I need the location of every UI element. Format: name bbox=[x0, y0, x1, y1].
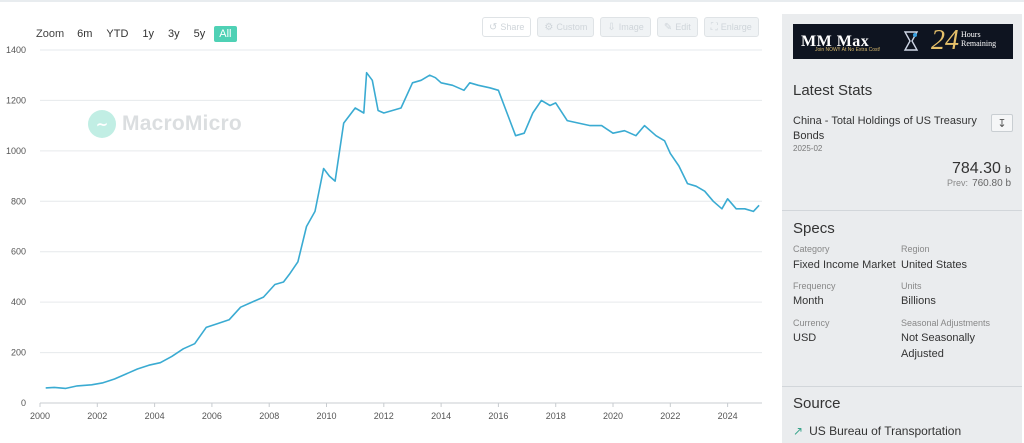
latest-stats-title: Latest Stats bbox=[793, 82, 873, 99]
latest-value: 784.30 b bbox=[952, 160, 1011, 178]
y-tick-label: 0 bbox=[21, 398, 26, 408]
y-tick-label: 800 bbox=[11, 196, 26, 206]
enlarge-button[interactable]: ⛶ Enlarge bbox=[703, 17, 759, 37]
y-tick-label: 1000 bbox=[6, 146, 26, 156]
x-tick-label: 2004 bbox=[145, 411, 165, 421]
series-name: China - Total Holdings of US Treasury Bo… bbox=[793, 115, 977, 142]
share-icon: ↺ bbox=[489, 21, 498, 33]
sidebar-panel: MM Max Join NOW!! At No Extra Cost! 24 H… bbox=[782, 14, 1022, 443]
external-link-icon: ↗ bbox=[793, 424, 804, 438]
enlarge-label: Enlarge bbox=[720, 22, 752, 32]
previous-value-number: 760.80 bbox=[972, 178, 1003, 189]
source-link[interactable]: ↗ US Bureau of Transportation bbox=[793, 424, 961, 438]
share-button[interactable]: ↺ Share bbox=[482, 17, 532, 37]
x-tick-label: 2008 bbox=[259, 411, 279, 421]
specs-title: Specs bbox=[793, 220, 835, 237]
x-tick-label: 2020 bbox=[603, 411, 623, 421]
series-line[interactable] bbox=[45, 71, 760, 390]
watermark: ∼ MacroMicro bbox=[88, 110, 242, 138]
x-tick-label: 2016 bbox=[488, 411, 508, 421]
section-divider bbox=[782, 386, 1022, 387]
ad-countdown-label: Hours Remaining bbox=[961, 30, 996, 48]
seasonal-label: Seasonal Adjustments bbox=[901, 318, 991, 328]
previous-value: Prev: 760.80 b bbox=[947, 178, 1011, 189]
x-tick-label: 2012 bbox=[374, 411, 394, 421]
previous-label: Prev: bbox=[947, 178, 969, 188]
category-value: Fixed Income Market bbox=[793, 259, 896, 271]
x-tick-label: 2010 bbox=[316, 411, 336, 421]
region-label: Region bbox=[901, 244, 930, 254]
x-tick-label: 2024 bbox=[718, 411, 738, 421]
y-tick-label: 1400 bbox=[6, 45, 26, 55]
source-title: Source bbox=[793, 395, 841, 412]
download-icon: ↧ bbox=[997, 117, 1007, 130]
y-tick-label: 200 bbox=[11, 348, 26, 358]
x-tick-label: 2014 bbox=[431, 411, 451, 421]
ad-title: MM Max bbox=[801, 32, 870, 50]
zoom-5y-button[interactable]: 5y bbox=[193, 28, 206, 40]
edit-button[interactable]: ✎ Edit bbox=[656, 17, 698, 37]
download-button[interactable]: ↧ bbox=[991, 114, 1013, 132]
edit-icon: ✎ bbox=[663, 21, 673, 33]
seasonal-value: Not Seasonally Adjusted bbox=[901, 332, 975, 360]
x-tick-label: 2022 bbox=[660, 411, 680, 421]
y-tick-label: 400 bbox=[11, 297, 26, 307]
region-value: United States bbox=[901, 259, 968, 271]
currency-label: Currency bbox=[793, 318, 830, 328]
sidebar: MM Max Join NOW!! At No Extra Cost! 24 H… bbox=[782, 14, 1024, 443]
latest-value-unit: b bbox=[1004, 164, 1011, 176]
x-tick-label: 2000 bbox=[30, 411, 50, 421]
units-label: Units bbox=[901, 281, 922, 291]
units-value: Billions bbox=[901, 295, 936, 307]
category-label: Category bbox=[793, 244, 830, 254]
enlarge-icon: ⛶ bbox=[710, 21, 718, 33]
currency-value: USD bbox=[793, 332, 817, 344]
frequency-label: Frequency bbox=[793, 281, 836, 291]
ad-remaining: Remaining bbox=[961, 39, 997, 48]
latest-value-number: 784.30 bbox=[951, 160, 1001, 177]
ad-subtitle: Join NOW!! At No Extra Cost! bbox=[815, 47, 881, 53]
custom-icon: ⚙ bbox=[544, 21, 554, 33]
macromicro-logo-icon: ∼ bbox=[88, 110, 116, 138]
image-label: Image bbox=[618, 22, 644, 32]
zoom-label: Zoom bbox=[36, 28, 65, 40]
download-image-icon: ⇩ bbox=[607, 21, 616, 33]
zoom-6m-button[interactable]: 6m bbox=[77, 28, 93, 40]
section-divider bbox=[782, 210, 1022, 211]
top-divider bbox=[0, 0, 1024, 2]
frequency-value: Month bbox=[793, 295, 824, 307]
image-button[interactable]: ⇩ Image bbox=[600, 17, 651, 37]
hourglass-icon bbox=[903, 31, 919, 51]
y-tick-label: 1200 bbox=[6, 95, 26, 105]
line-chart[interactable]: 0 200 400 600 800 1000 1200 1400 2000 2002 2004 200… bbox=[0, 14, 780, 443]
zoom-all-button[interactable]: All bbox=[214, 26, 237, 42]
x-tick-label: 2006 bbox=[202, 411, 222, 421]
source-link-text: US Bureau of Transportation bbox=[809, 424, 962, 438]
latest-date: 2025-02 bbox=[793, 144, 823, 153]
mm-max-banner[interactable]: MM Max Join NOW!! At No Extra Cost! 24 H… bbox=[793, 24, 1013, 59]
custom-label: Custom bbox=[556, 22, 588, 32]
share-label: Share bbox=[500, 22, 525, 32]
previous-value-unit: b bbox=[1005, 178, 1011, 189]
ad-hours: Hours bbox=[961, 30, 981, 39]
ad-countdown-number: 24 bbox=[931, 25, 959, 56]
x-tick-label: 2002 bbox=[87, 411, 107, 421]
zoom-selector: Zoom 6m YTD 1y 3y 5y All bbox=[36, 26, 237, 42]
zoom-ytd-button[interactable]: YTD bbox=[106, 28, 129, 40]
chart-toolbar: ↺ Share ⚙ Custom ⇩ Image ✎ Edit ⛶ Enlarg… bbox=[482, 17, 759, 37]
edit-label: Edit bbox=[675, 22, 691, 32]
chart-panel: Zoom 6m YTD 1y 3y 5y All ↺ Share ⚙ Custo… bbox=[0, 14, 780, 443]
x-tick-label: 2018 bbox=[546, 411, 566, 421]
zoom-3y-button[interactable]: 3y bbox=[168, 28, 180, 40]
y-tick-label: 600 bbox=[11, 247, 26, 257]
watermark-text: MacroMicro bbox=[122, 112, 242, 135]
custom-button[interactable]: ⚙ Custom bbox=[537, 17, 595, 37]
zoom-1y-button[interactable]: 1y bbox=[142, 28, 155, 40]
